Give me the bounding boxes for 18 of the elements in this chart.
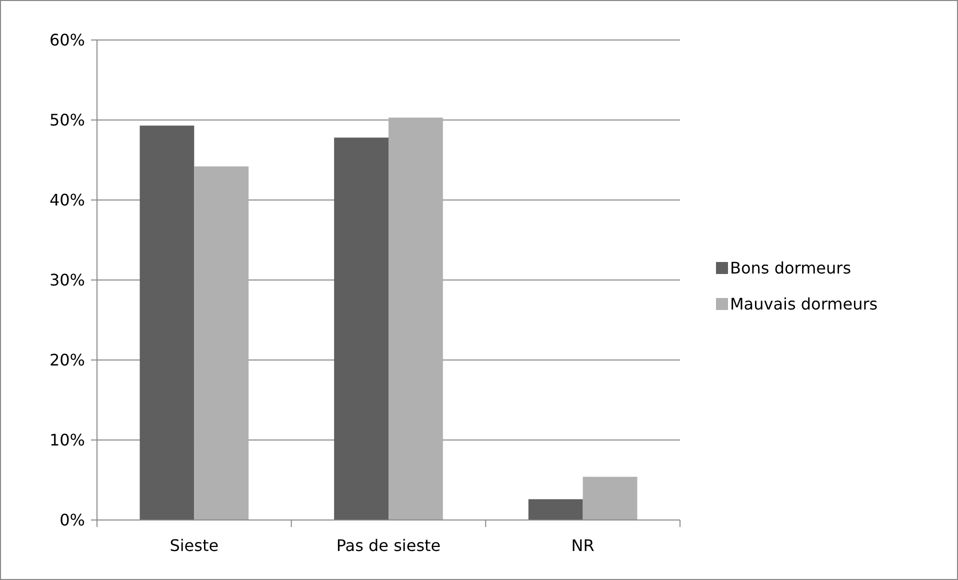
y-tick-label: 10% bbox=[49, 430, 85, 450]
x-tick-label: NR bbox=[571, 536, 594, 555]
legend-label: Bons dormeurs bbox=[730, 258, 852, 278]
bar bbox=[388, 118, 443, 520]
bar bbox=[334, 138, 388, 520]
bar bbox=[140, 126, 194, 520]
y-tick-label: 20% bbox=[49, 350, 85, 370]
x-tick-label: Pas de sieste bbox=[336, 536, 441, 555]
y-tick-label: 30% bbox=[49, 270, 85, 290]
y-tick-label: 40% bbox=[49, 190, 85, 210]
x-tick-label: Sieste bbox=[170, 536, 219, 555]
bar bbox=[194, 166, 249, 520]
y-tick-label: 0% bbox=[60, 510, 85, 530]
y-tick-label: 60% bbox=[49, 30, 85, 50]
bar bbox=[582, 476, 638, 520]
bar bbox=[528, 499, 583, 520]
y-tick-label: 50% bbox=[49, 110, 85, 130]
legend-label: Mauvais dormeurs bbox=[730, 294, 878, 314]
